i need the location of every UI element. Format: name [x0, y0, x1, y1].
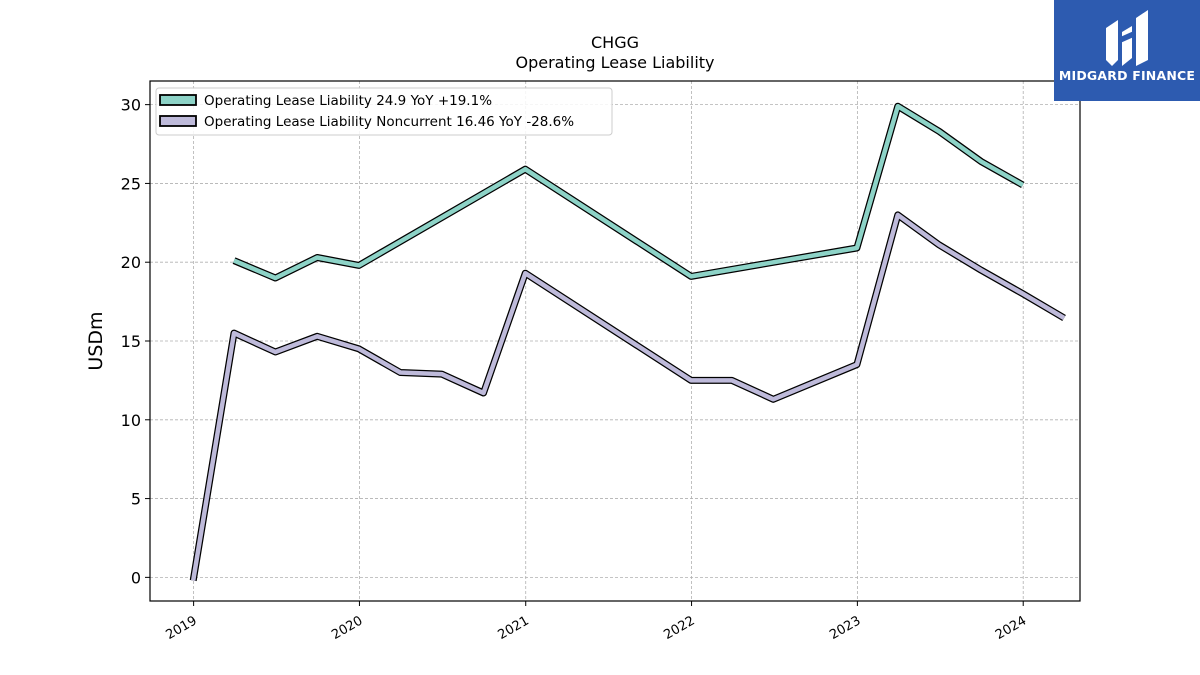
legend-label: Operating Lease Liability Noncurrent 16.… [204, 114, 574, 130]
series-line-outline [189, 211, 1066, 582]
chart-title: CHGG [591, 33, 639, 52]
legend-box [155, 87, 613, 136]
x-tick-label: 2024 [993, 613, 1029, 643]
grid [150, 81, 1080, 601]
x-tick-label: 2021 [496, 613, 532, 643]
x-tick-label: 2019 [163, 613, 199, 643]
midgard-logo: MIDGARD FINANCE [1054, 0, 1200, 101]
legend-label: Operating Lease Liability 24.9 YoY +19.1… [204, 93, 492, 109]
series-layer [189, 102, 1066, 582]
legend: Operating Lease Liability 24.9 YoY +19.1… [155, 87, 613, 136]
midgard-logo-icon [1106, 10, 1148, 66]
y-tick-label: 5 [131, 490, 141, 509]
y-tick-label: 0 [131, 568, 141, 587]
y-tick-label: 25 [121, 174, 141, 193]
y-axis-label: USDm [85, 311, 107, 370]
y-axis: 0 5 10 15 20 25 30 [121, 96, 150, 587]
y-tick-label: 30 [121, 96, 141, 115]
x-tick-label: 2023 [827, 613, 863, 643]
series-line [190, 212, 1066, 581]
legend-swatch [159, 115, 197, 127]
chart-subtitle: Operating Lease Liability [515, 53, 714, 72]
y-tick-label: 10 [121, 411, 141, 430]
x-tick-label: 2020 [329, 613, 365, 643]
x-tick-label: 2022 [661, 613, 697, 643]
legend-swatch [159, 94, 197, 106]
x-axis: 2019 2020 2021 2022 2023 2024 [163, 601, 1029, 643]
logo-text: MIDGARD FINANCE [1058, 68, 1196, 83]
y-tick-label: 15 [121, 332, 141, 351]
y-tick-label: 20 [121, 253, 141, 272]
